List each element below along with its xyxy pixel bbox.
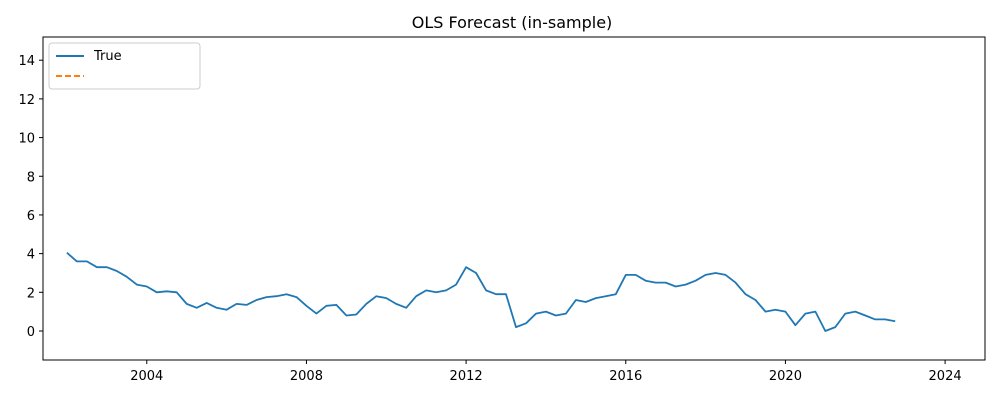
y-tick-label: 0 bbox=[27, 325, 35, 340]
series-line-true bbox=[66, 252, 896, 332]
y-tick-label: 6 bbox=[27, 209, 35, 224]
chart-title: OLS Forecast (in-sample) bbox=[412, 13, 613, 32]
legend: True bbox=[48, 42, 201, 90]
y-tick-label: 12 bbox=[18, 93, 35, 108]
x-tick-label: 2024 bbox=[929, 369, 962, 384]
y-tick-label: 10 bbox=[18, 132, 35, 147]
plot-lines bbox=[66, 252, 896, 332]
x-tick-label: 2016 bbox=[609, 369, 642, 384]
x-tick-label: 2008 bbox=[290, 369, 323, 384]
y-axis: 0 2 4 6 8 10 12 14 bbox=[18, 54, 43, 340]
x-axis: 2004 2008 2012 2016 2020 2024 bbox=[130, 360, 962, 384]
y-tick-label: 8 bbox=[27, 170, 35, 185]
y-tick-label: 2 bbox=[27, 286, 35, 301]
y-tick-label: 4 bbox=[27, 248, 35, 263]
x-tick-label: 2004 bbox=[130, 369, 163, 384]
x-tick-label: 2012 bbox=[450, 369, 483, 384]
legend-label-true: True bbox=[93, 49, 122, 64]
legend-frame bbox=[48, 42, 201, 90]
plot-area-frame bbox=[42, 36, 986, 361]
y-tick-label: 14 bbox=[18, 54, 35, 69]
x-tick-label: 2020 bbox=[769, 369, 802, 384]
